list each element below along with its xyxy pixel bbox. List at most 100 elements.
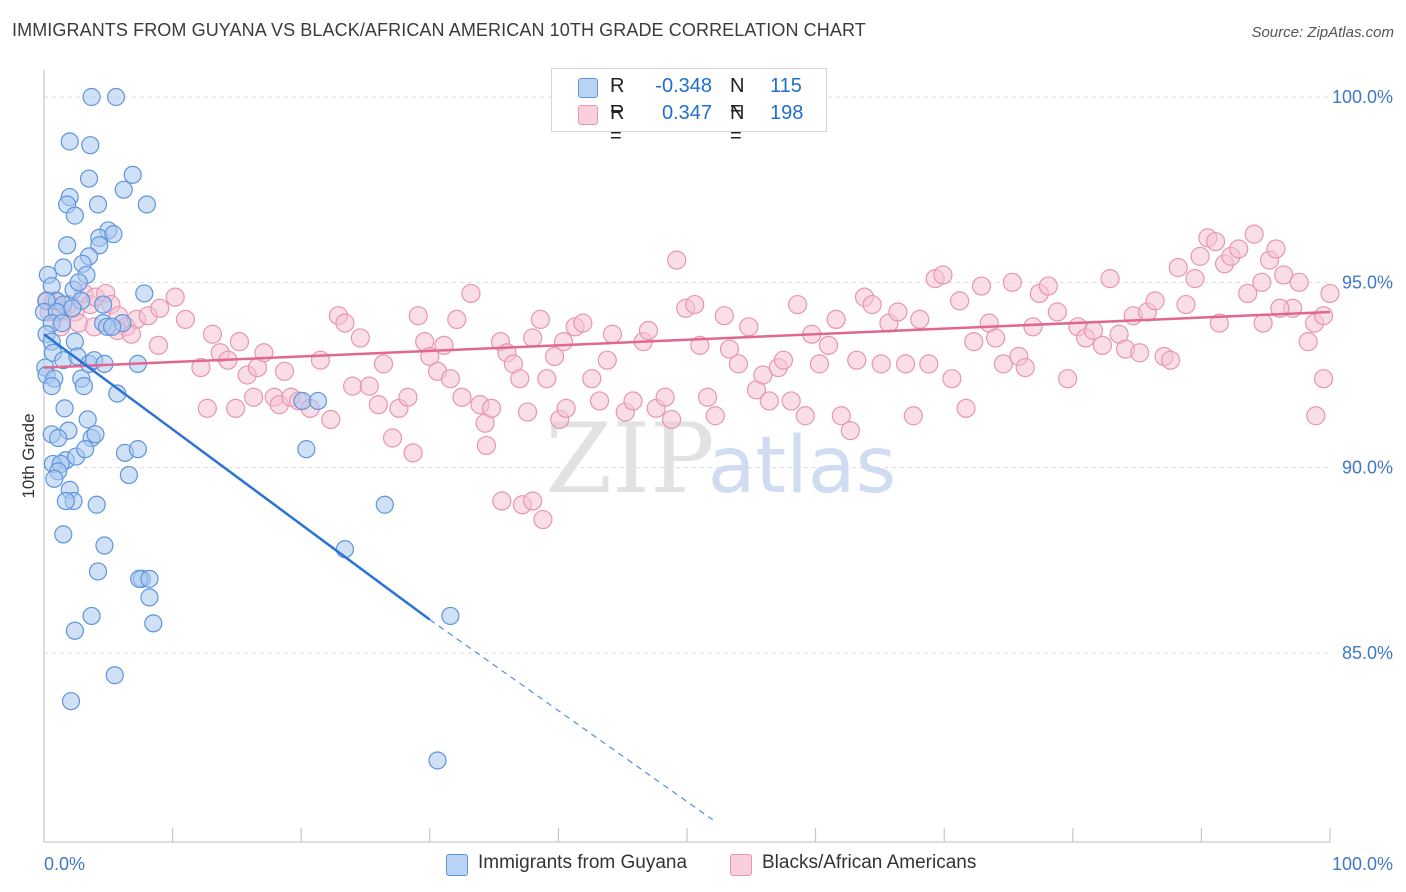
pink-point bbox=[871, 354, 891, 374]
pink-point bbox=[1168, 257, 1188, 278]
blue-point bbox=[94, 295, 113, 314]
pink-point bbox=[690, 335, 710, 355]
pink-point bbox=[773, 350, 794, 370]
pink-point bbox=[556, 398, 576, 418]
pink-point bbox=[1190, 246, 1210, 266]
pink-point bbox=[942, 369, 962, 389]
x-tick-label: 0.0% bbox=[44, 854, 85, 874]
pink-point bbox=[582, 369, 602, 389]
pink-point bbox=[910, 309, 930, 329]
pink-point bbox=[373, 354, 394, 374]
chart-title: IMMIGRANTS FROM GUYANA VS BLACK/AFRICAN … bbox=[12, 20, 866, 40]
pink-point bbox=[1145, 291, 1165, 311]
pink-point bbox=[1015, 357, 1035, 378]
pink-point bbox=[1252, 272, 1272, 292]
pink-point bbox=[148, 335, 169, 355]
pink-point bbox=[1130, 343, 1150, 363]
pink-point bbox=[1289, 272, 1309, 292]
blue-trend-extension bbox=[429, 619, 714, 821]
pink-point bbox=[150, 298, 170, 318]
x-tick-label: 100.0% bbox=[1332, 854, 1393, 874]
pink-point bbox=[661, 409, 682, 430]
pink-point bbox=[971, 276, 992, 296]
pink-point bbox=[795, 406, 815, 426]
blue-point bbox=[144, 614, 163, 633]
pink-point bbox=[986, 328, 1006, 348]
pink-point bbox=[950, 291, 970, 311]
blue-point bbox=[52, 314, 72, 333]
pink-point bbox=[408, 306, 428, 326]
legend-n-value: 198 bbox=[770, 102, 804, 124]
pink-point bbox=[492, 491, 512, 511]
pink-point bbox=[1185, 269, 1205, 289]
pink-point bbox=[759, 391, 779, 411]
blue-point bbox=[65, 206, 84, 225]
watermark-atlas: atlas bbox=[708, 421, 897, 511]
pink-point bbox=[840, 421, 860, 441]
blue-point bbox=[74, 377, 93, 396]
blue-point bbox=[86, 425, 105, 444]
pink-point bbox=[589, 391, 610, 411]
blue-point bbox=[82, 606, 101, 626]
pink-point bbox=[1320, 283, 1340, 304]
pink-point bbox=[476, 435, 496, 456]
blue-point bbox=[88, 195, 108, 214]
blue-point bbox=[81, 136, 100, 155]
pink-point bbox=[964, 332, 984, 352]
pink-point bbox=[175, 309, 196, 329]
pink-point bbox=[1313, 306, 1334, 326]
pink-point bbox=[1306, 406, 1326, 426]
blue-point bbox=[88, 562, 108, 581]
pink-point bbox=[553, 332, 574, 352]
pink-point bbox=[1160, 350, 1181, 370]
pink-point bbox=[517, 402, 538, 422]
blue-point bbox=[428, 751, 447, 770]
pink-point bbox=[697, 387, 718, 407]
blue-point bbox=[375, 495, 394, 514]
pink-point bbox=[685, 294, 705, 315]
pink-point bbox=[714, 306, 734, 326]
pink-point bbox=[1229, 239, 1249, 259]
legend-n-label: N = bbox=[730, 102, 745, 147]
bottom-legend-label: Blacks/African Americans bbox=[762, 852, 977, 873]
legend-n-label: N = bbox=[730, 75, 745, 120]
pink-swatch-icon bbox=[730, 854, 752, 876]
pink-point bbox=[1176, 294, 1196, 315]
pink-point bbox=[1238, 283, 1258, 304]
blue-point bbox=[78, 410, 97, 429]
tick-labels: 85.0% 90.0% 95.0% 100.0% 0.0% 100.0% bbox=[44, 87, 1393, 874]
pink-point bbox=[1266, 239, 1286, 259]
pink-point bbox=[896, 354, 916, 374]
pink-point bbox=[739, 317, 759, 337]
pink-trend-line bbox=[43, 310, 1331, 369]
trend-lines bbox=[43, 310, 1331, 821]
y-tick-label: 95.0% bbox=[1342, 272, 1393, 292]
pink-point bbox=[1244, 224, 1264, 244]
pink-swatch-icon bbox=[578, 105, 598, 125]
legend-r-value: -0.348 bbox=[655, 75, 712, 97]
pink-point bbox=[398, 387, 418, 407]
blue-series-points bbox=[34, 87, 460, 770]
pink-point bbox=[728, 354, 749, 374]
pink-point bbox=[523, 328, 543, 348]
pink-point bbox=[202, 324, 223, 344]
blue-point bbox=[42, 377, 61, 396]
pink-point bbox=[1253, 313, 1273, 333]
pink-point bbox=[382, 428, 403, 448]
correlation-legend: R = -0.348 N = 115 R = 0.347 N = 198 bbox=[551, 68, 827, 147]
pink-point bbox=[933, 265, 953, 285]
pink-point bbox=[461, 283, 481, 304]
blue-point bbox=[441, 606, 460, 626]
blue-point bbox=[61, 692, 81, 711]
blue-point bbox=[135, 284, 154, 303]
blue-point bbox=[49, 428, 68, 448]
pink-point bbox=[1298, 332, 1318, 352]
pink-point bbox=[1058, 369, 1078, 389]
pink-point bbox=[544, 346, 565, 367]
blue-point bbox=[140, 588, 159, 607]
pink-point bbox=[787, 294, 808, 315]
pink-series-points bbox=[36, 224, 1340, 530]
legend-r-value: 0.347 bbox=[661, 102, 712, 124]
blue-swatch-icon bbox=[578, 78, 598, 98]
pink-point bbox=[368, 395, 388, 415]
